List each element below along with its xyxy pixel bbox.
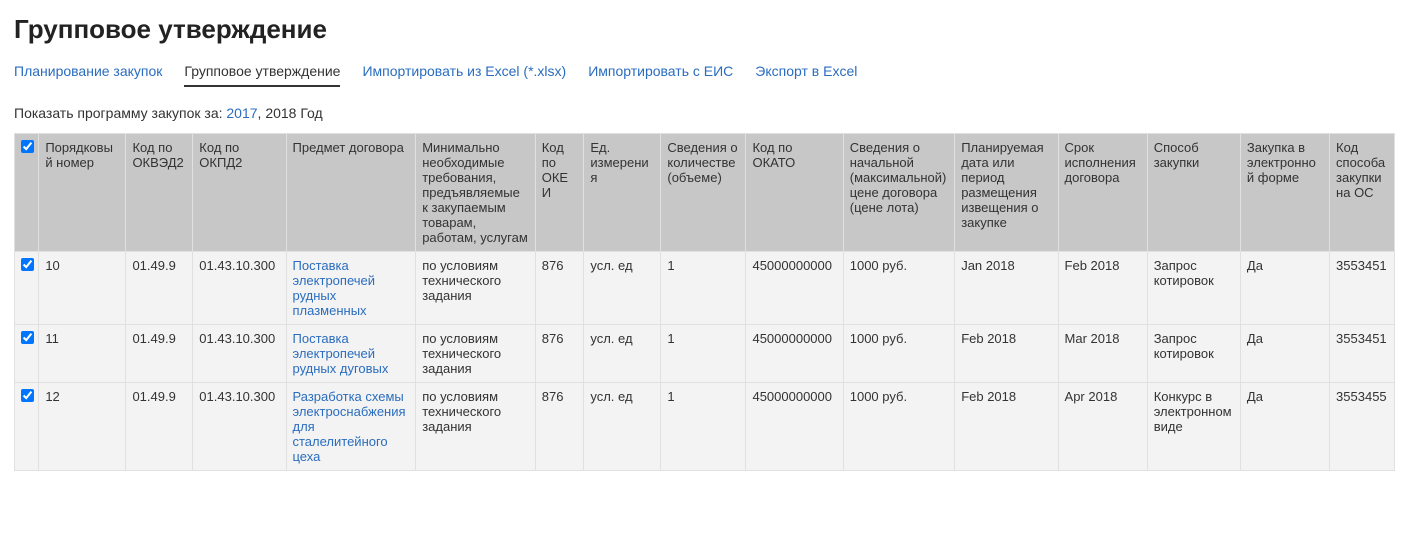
- col-header-12: Срок исполнения договора: [1058, 134, 1147, 252]
- select-all-checkbox[interactable]: [21, 140, 34, 153]
- col-header-0: [15, 134, 39, 252]
- cell-price: 1000 руб.: [843, 325, 954, 383]
- cell-deadline: Feb 2018: [1058, 252, 1147, 325]
- cell-subject[interactable]: Поставка электропечей рудных плазменных: [286, 252, 416, 325]
- cell-electronic: Да: [1240, 383, 1329, 471]
- row-check-cell: [15, 383, 39, 471]
- table-row: 1101.49.901.43.10.300Поставка электропеч…: [15, 325, 1395, 383]
- tab-2[interactable]: Импортировать из Excel (*.xlsx): [362, 63, 566, 87]
- cell-num: 11: [39, 325, 126, 383]
- cell-okei: 876: [535, 383, 584, 471]
- cell-deadline: Apr 2018: [1058, 383, 1147, 471]
- cell-electronic: Да: [1240, 252, 1329, 325]
- year-link-2017[interactable]: 2017: [226, 105, 257, 121]
- cell-okato: 45000000000: [746, 252, 843, 325]
- cell-unit: усл. ед: [584, 252, 661, 325]
- cell-qty: 1: [661, 252, 746, 325]
- cell-okei: 876: [535, 325, 584, 383]
- cell-okpd2: 01.43.10.300: [193, 325, 286, 383]
- col-header-2: Код по ОКВЭД2: [126, 134, 193, 252]
- row-check-cell: [15, 325, 39, 383]
- year-filter: Показать программу закупок за: 2017, 201…: [14, 105, 1395, 121]
- cell-unit: усл. ед: [584, 383, 661, 471]
- table-header-row: Порядковый номерКод по ОКВЭД2Код по ОКПД…: [15, 134, 1395, 252]
- cell-os_code: 3553455: [1330, 383, 1395, 471]
- cell-requirements: по условиям технического задания: [416, 325, 536, 383]
- cell-os_code: 3553451: [1330, 325, 1395, 383]
- table-row: 1201.49.901.43.10.300Разработка схемы эл…: [15, 383, 1395, 471]
- cell-okved2: 01.49.9: [126, 383, 193, 471]
- cell-plan_date: Feb 2018: [955, 383, 1058, 471]
- cell-price: 1000 руб.: [843, 383, 954, 471]
- filter-prefix: Показать программу закупок за:: [14, 105, 223, 121]
- cell-plan_date: Feb 2018: [955, 325, 1058, 383]
- cell-plan_date: Jan 2018: [955, 252, 1058, 325]
- col-header-7: Ед. измерения: [584, 134, 661, 252]
- cell-method: Запрос котировок: [1147, 252, 1240, 325]
- row-checkbox[interactable]: [21, 389, 34, 402]
- cell-okved2: 01.49.9: [126, 252, 193, 325]
- cell-method: Конкурс в электронном виде: [1147, 383, 1240, 471]
- cell-subject[interactable]: Поставка электропечей рудных дуговых: [286, 325, 416, 383]
- tab-4[interactable]: Экспорт в Excel: [755, 63, 857, 87]
- cell-price: 1000 руб.: [843, 252, 954, 325]
- col-header-8: Сведения о количестве (объеме): [661, 134, 746, 252]
- cell-os_code: 3553451: [1330, 252, 1395, 325]
- col-header-13: Способ закупки: [1147, 134, 1240, 252]
- cell-requirements: по условиям технического задания: [416, 383, 536, 471]
- cell-qty: 1: [661, 325, 746, 383]
- col-header-5: Минимально необходимые требования, предъ…: [416, 134, 536, 252]
- tab-1[interactable]: Групповое утверждение: [184, 63, 340, 87]
- tabs-nav: Планирование закупок Групповое утверждени…: [14, 63, 1395, 87]
- col-header-9: Код по ОКАТО: [746, 134, 843, 252]
- page-title: Групповое утверждение: [14, 14, 1395, 45]
- tab-0[interactable]: Планирование закупок: [14, 63, 162, 87]
- cell-num: 12: [39, 383, 126, 471]
- col-header-11: Планируемая дата или период размещения и…: [955, 134, 1058, 252]
- col-header-6: Код по ОКЕИ: [535, 134, 584, 252]
- tab-3[interactable]: Импортировать с ЕИС: [588, 63, 733, 87]
- cell-subject[interactable]: Разработка схемы электроснабжения для ст…: [286, 383, 416, 471]
- cell-method: Запрос котировок: [1147, 325, 1240, 383]
- cell-unit: усл. ед: [584, 325, 661, 383]
- cell-okato: 45000000000: [746, 383, 843, 471]
- cell-requirements: по условиям технического задания: [416, 252, 536, 325]
- row-check-cell: [15, 252, 39, 325]
- procurement-table: Порядковый номерКод по ОКВЭД2Код по ОКПД…: [14, 133, 1395, 471]
- col-header-14: Закупка в электронной форме: [1240, 134, 1329, 252]
- cell-qty: 1: [661, 383, 746, 471]
- year-current: 2018 Год: [265, 105, 322, 121]
- col-header-4: Предмет договора: [286, 134, 416, 252]
- cell-okato: 45000000000: [746, 325, 843, 383]
- col-header-15: Код способа закупки на ОС: [1330, 134, 1395, 252]
- cell-okei: 876: [535, 252, 584, 325]
- col-header-1: Порядковый номер: [39, 134, 126, 252]
- cell-deadline: Mar 2018: [1058, 325, 1147, 383]
- cell-okved2: 01.49.9: [126, 325, 193, 383]
- row-checkbox[interactable]: [21, 258, 34, 271]
- cell-okpd2: 01.43.10.300: [193, 252, 286, 325]
- table-row: 1001.49.901.43.10.300Поставка электропеч…: [15, 252, 1395, 325]
- cell-num: 10: [39, 252, 126, 325]
- col-header-3: Код по ОКПД2: [193, 134, 286, 252]
- cell-electronic: Да: [1240, 325, 1329, 383]
- row-checkbox[interactable]: [21, 331, 34, 344]
- cell-okpd2: 01.43.10.300: [193, 383, 286, 471]
- col-header-10: Сведения о начальной (максимальной) цене…: [843, 134, 954, 252]
